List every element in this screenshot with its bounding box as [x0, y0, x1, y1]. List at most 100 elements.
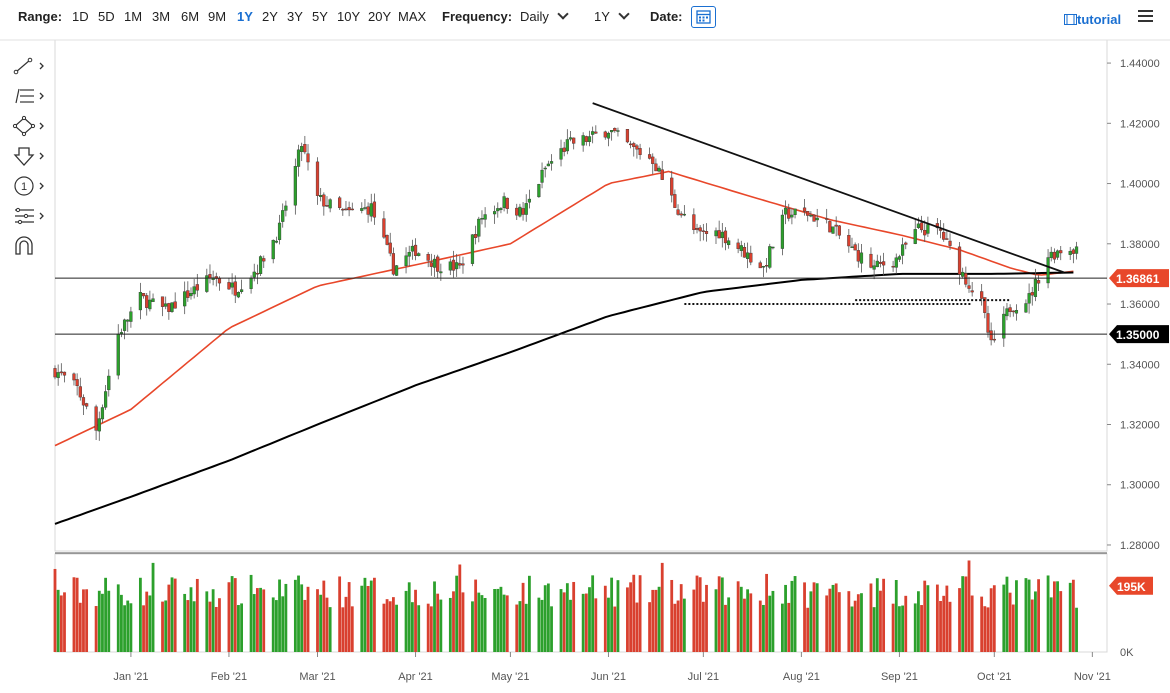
candle-body — [793, 208, 797, 215]
candle-body — [277, 222, 282, 240]
candle-body — [948, 240, 952, 246]
candle-body — [369, 203, 373, 217]
shapes-tool-icon[interactable] — [8, 115, 48, 137]
volume-bar — [404, 590, 408, 652]
volume-badge-label: 195K — [1117, 580, 1146, 594]
candle-body — [1014, 309, 1019, 314]
candle-body — [986, 313, 990, 333]
film-icon — [1064, 14, 1077, 25]
tutorial-link[interactable]: tutorial — [1064, 12, 1121, 27]
volume-bar — [961, 576, 965, 652]
candle-body — [521, 208, 525, 215]
candle-body — [186, 290, 190, 298]
range-button-3m[interactable]: 3M — [152, 9, 171, 24]
range-button-1d[interactable]: 1D — [72, 9, 89, 24]
trendline-tool-icon[interactable] — [8, 55, 48, 77]
range-button-1m[interactable]: 1M — [124, 9, 143, 24]
volume-bar — [559, 589, 563, 652]
candle-body — [771, 246, 775, 249]
volume-bar — [546, 583, 550, 652]
volume-bar — [350, 606, 354, 652]
candle-body — [347, 207, 351, 211]
volume-bar — [230, 576, 234, 652]
range-button-20y[interactable]: 20Y — [368, 9, 392, 24]
annotation-tool-icon[interactable]: 1 — [8, 175, 48, 197]
volume-bar — [758, 600, 762, 652]
candle-body — [594, 131, 598, 134]
volume-bar — [341, 607, 345, 652]
candle-body — [628, 143, 633, 146]
measure-tool-icon[interactable] — [8, 205, 48, 227]
candle-body — [632, 143, 636, 147]
range-button-9m[interactable]: 9M — [208, 9, 227, 24]
volume-bar — [894, 580, 898, 652]
volume-bar — [673, 603, 677, 652]
y-tick-label: 1.28000 — [1120, 540, 1160, 552]
hamburger-menu-icon[interactable] — [1138, 10, 1153, 23]
candle-body — [1046, 257, 1050, 284]
volume-bar — [550, 606, 553, 652]
candle-body — [647, 154, 652, 159]
volume-bar — [281, 596, 285, 652]
price-badge-label: 1.36861 — [1116, 272, 1160, 286]
arrow-tool-icon[interactable] — [8, 145, 48, 167]
range-button-5d[interactable]: 5D — [98, 9, 115, 24]
candle-body — [341, 208, 345, 211]
range-button-3y[interactable]: 3Y — [287, 9, 303, 24]
volume-bar — [259, 587, 262, 652]
volume-bar — [793, 576, 797, 652]
volume-bar — [496, 588, 500, 652]
volume-bar — [727, 597, 731, 652]
price-badge — [1109, 269, 1169, 288]
volume-bar — [626, 587, 629, 652]
volume-bar — [195, 578, 199, 652]
volume-bar — [1011, 604, 1015, 652]
candle-body — [992, 338, 996, 341]
candle-body — [635, 145, 639, 150]
candle-body — [429, 262, 433, 267]
candle-body — [850, 246, 854, 248]
candle-body — [183, 291, 187, 307]
period-select[interactable]: 1Y — [594, 8, 630, 24]
candle-body — [967, 285, 971, 289]
candle-body — [502, 196, 506, 208]
fibonacci-tool-icon[interactable] — [8, 85, 48, 107]
volume-bar — [831, 584, 835, 652]
drawn-lines — [55, 102, 1107, 335]
volume-bar — [762, 604, 765, 652]
candle-body — [432, 258, 437, 268]
volume-bar — [433, 581, 436, 652]
candle-body — [606, 132, 611, 139]
volume-bar — [660, 562, 664, 652]
volume-bar — [480, 595, 484, 652]
volume-bar — [847, 591, 851, 652]
range-button-6m[interactable]: 6M — [181, 9, 200, 24]
volume-bar — [138, 577, 142, 652]
candle-body — [610, 130, 614, 133]
volume-bar — [170, 577, 174, 652]
candle-body — [859, 252, 864, 264]
range-button-2y[interactable]: 2Y — [262, 9, 278, 24]
candle-body — [882, 261, 886, 266]
volume-bar — [1046, 575, 1050, 652]
range-button-max[interactable]: MAX — [398, 9, 427, 24]
date-label: Date: — [650, 9, 683, 24]
volume-bar — [499, 586, 503, 652]
date-picker-button[interactable] — [691, 6, 716, 28]
candle-body — [727, 240, 731, 246]
range-button-1y[interactable]: 1Y — [237, 9, 253, 24]
frequency-select[interactable]: Daily — [520, 8, 569, 24]
volume-bar — [942, 595, 946, 652]
volume-bar — [945, 585, 949, 652]
y-tick-label: 1.30000 — [1120, 480, 1160, 492]
candle-body — [524, 203, 528, 215]
volume-bar — [616, 580, 620, 652]
candle-body — [540, 169, 544, 183]
candle-body — [584, 136, 588, 142]
candle-body — [961, 271, 965, 277]
volume-bar — [967, 560, 971, 652]
magnet-tool-icon[interactable] — [8, 235, 48, 257]
range-button-5y[interactable]: 5Y — [312, 9, 328, 24]
range-button-10y[interactable]: 10Y — [337, 9, 361, 24]
